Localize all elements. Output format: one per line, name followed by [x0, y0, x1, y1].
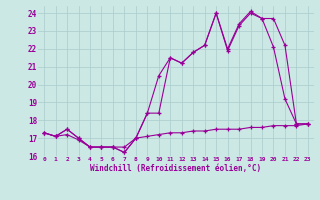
- X-axis label: Windchill (Refroidissement éolien,°C): Windchill (Refroidissement éolien,°C): [91, 164, 261, 173]
